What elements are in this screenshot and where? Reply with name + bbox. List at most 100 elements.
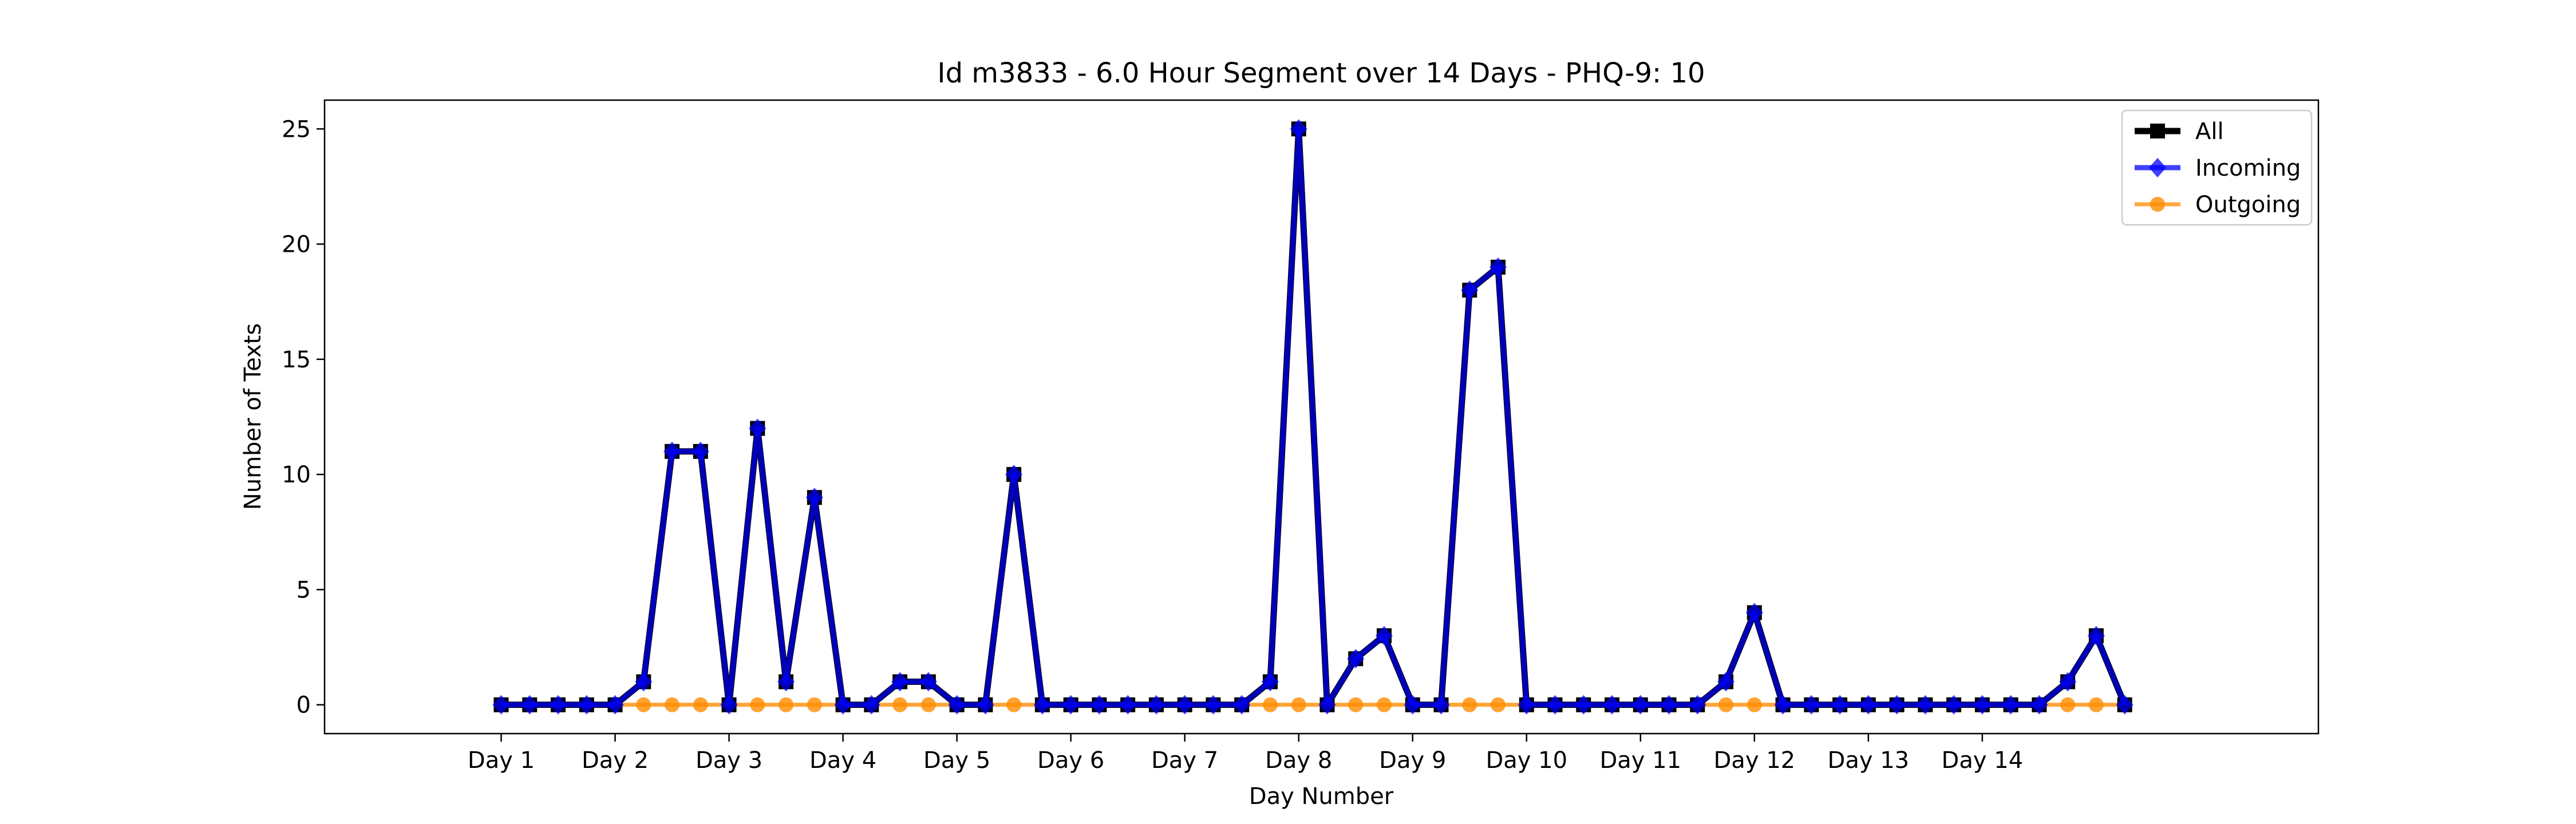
- legend-marker: [2150, 124, 2165, 138]
- data-point-outgoing: [1348, 697, 1364, 712]
- data-point-outgoing: [2088, 697, 2104, 712]
- data-point-incoming: [692, 441, 709, 461]
- data-point-incoming: [663, 441, 681, 461]
- data-point-incoming: [1204, 695, 1222, 715]
- data-point-outgoing: [1262, 697, 1278, 712]
- data-point-incoming: [1660, 695, 1678, 715]
- legend-marker: [2149, 158, 2166, 177]
- data-point-incoming: [1888, 695, 1906, 715]
- data-point-incoming: [578, 695, 595, 715]
- data-point-outgoing: [750, 697, 765, 712]
- data-point-incoming: [777, 672, 795, 692]
- data-point-incoming: [635, 672, 653, 692]
- y-tick-label: 25: [282, 116, 311, 142]
- data-point-incoming: [2116, 695, 2134, 715]
- data-point-incoming: [1973, 695, 1991, 715]
- data-point-incoming: [891, 672, 909, 692]
- legend-entry-all: All: [2135, 118, 2224, 145]
- data-point-outgoing: [1490, 697, 1506, 712]
- data-point-incoming: [1831, 695, 1849, 715]
- data-point-incoming: [1945, 695, 1963, 715]
- data-point-incoming: [1062, 695, 1080, 715]
- x-tick-label: Day 9: [1379, 747, 1446, 774]
- data-point-incoming: [1347, 649, 1365, 669]
- data-point-incoming: [550, 695, 567, 715]
- series-incoming: [492, 119, 2134, 715]
- data-point-incoming: [1859, 695, 1877, 715]
- data-point-outgoing: [779, 697, 794, 712]
- y-axis: 0 5 10 15 20 25: [282, 116, 325, 719]
- data-point-incoming: [1546, 695, 1564, 715]
- y-axis-label: Number of Texts: [240, 323, 266, 510]
- data-point-incoming: [1489, 257, 1507, 277]
- y-tick-label: 20: [282, 232, 311, 258]
- plot-frame: [323, 99, 2320, 735]
- data-point-outgoing: [1747, 697, 1762, 712]
- legend-label: All: [2195, 118, 2224, 145]
- data-point-incoming: [1689, 695, 1706, 715]
- data-point-incoming: [1404, 695, 1421, 715]
- y-tick-label: 10: [282, 462, 311, 488]
- data-point-outgoing: [693, 697, 708, 712]
- plot-area: [492, 119, 2134, 715]
- legend-entry-incoming: Incoming: [2135, 155, 2301, 181]
- data-point-outgoing: [1462, 697, 1477, 712]
- data-point-incoming: [606, 695, 624, 715]
- data-point-incoming: [1005, 465, 1023, 485]
- x-tick-label: Day 14: [1942, 747, 2024, 774]
- data-point-incoming: [521, 695, 539, 715]
- data-point-incoming: [805, 488, 823, 508]
- y-tick-label: 15: [282, 347, 311, 373]
- data-point-incoming: [1603, 695, 1621, 715]
- x-tick-label: Day 6: [1037, 747, 1104, 774]
- data-point-incoming: [1745, 603, 1763, 623]
- data-point-incoming: [834, 695, 852, 715]
- y-tick-label: 5: [297, 577, 311, 603]
- x-tick-label: Day 11: [1599, 747, 1681, 774]
- x-tick-label: Day 13: [1828, 747, 1910, 774]
- data-point-incoming: [1774, 695, 1792, 715]
- data-point-incoming: [1033, 695, 1051, 715]
- x-tick-label: Day 4: [809, 747, 876, 774]
- data-point-incoming: [1261, 672, 1279, 692]
- data-point-outgoing: [1718, 697, 1734, 712]
- x-tick-label: Day 2: [582, 747, 649, 774]
- legend-entry-outgoing: Outgoing: [2135, 192, 2301, 218]
- series-line-incoming: [501, 126, 2127, 708]
- data-point-incoming: [1575, 695, 1593, 715]
- data-point-outgoing: [807, 697, 822, 712]
- x-tick-label: Day 7: [1151, 747, 1218, 774]
- data-point-incoming: [1917, 695, 1934, 715]
- data-point-incoming: [492, 695, 510, 715]
- data-point-outgoing: [1006, 697, 1022, 712]
- data-point-incoming: [1432, 695, 1450, 715]
- legend-label: Outgoing: [2195, 192, 2301, 218]
- data-point-incoming: [1803, 695, 1820, 715]
- data-point-incoming: [1461, 280, 1479, 300]
- data-point-incoming: [1147, 695, 1165, 715]
- data-point-incoming: [1717, 672, 1735, 692]
- data-point-incoming: [2059, 672, 2077, 692]
- data-point-incoming: [919, 672, 937, 692]
- x-axis-label: Day Number: [1249, 783, 1394, 810]
- data-point-incoming: [749, 418, 767, 438]
- data-point-incoming: [720, 695, 738, 715]
- data-point-incoming: [1518, 695, 1535, 715]
- data-point-outgoing: [665, 697, 680, 712]
- data-point-incoming: [1290, 119, 1307, 139]
- x-tick-label: Day 8: [1265, 747, 1332, 774]
- x-tick-label: Day 3: [696, 747, 762, 774]
- data-point-incoming: [2030, 695, 2048, 715]
- x-tick-label: Day 12: [1714, 747, 1796, 774]
- data-point-incoming: [863, 695, 880, 715]
- data-point-incoming: [1375, 625, 1393, 645]
- data-point-incoming: [1119, 695, 1137, 715]
- legend-marker: [2150, 197, 2165, 212]
- legend-box: [2121, 109, 2313, 226]
- data-point-incoming: [1631, 695, 1649, 715]
- data-point-outgoing: [892, 697, 908, 712]
- data-point-incoming: [948, 695, 966, 715]
- data-point-outgoing: [1291, 697, 1306, 712]
- chart-title: Id m3833 - 6.0 Hour Segment over 14 Days…: [937, 57, 1705, 89]
